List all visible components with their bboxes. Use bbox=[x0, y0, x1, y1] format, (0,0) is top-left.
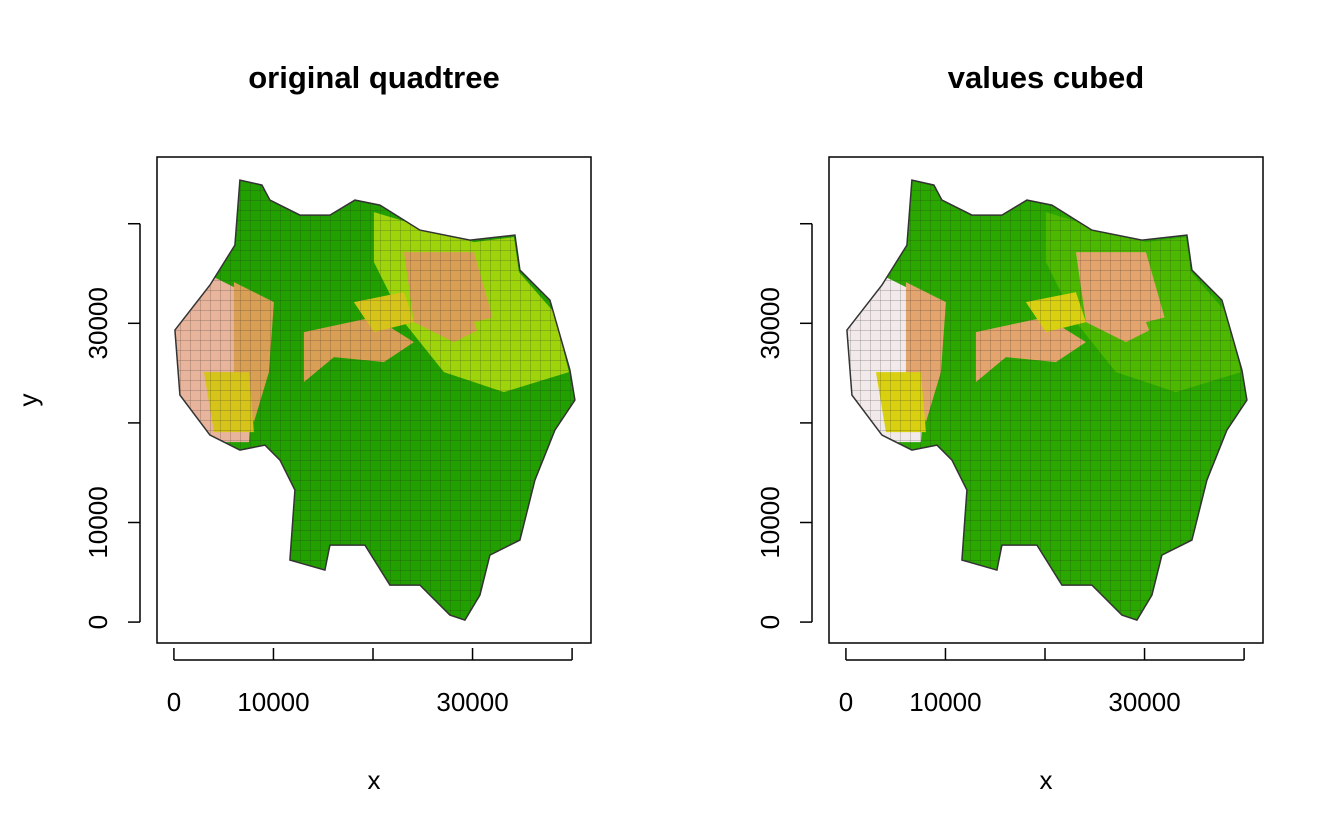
y-tick-label: 0 bbox=[83, 615, 113, 629]
y-axis-label: y bbox=[13, 394, 43, 407]
y-tick-label: 30000 bbox=[83, 287, 113, 359]
map bbox=[174, 180, 575, 621]
map-cells bbox=[846, 180, 1247, 621]
panel: original quadtree x y 0 10000 30000 0 10000 3000… bbox=[13, 60, 592, 795]
x-tick-label: 30000 bbox=[1108, 687, 1180, 717]
x-tick-label: 0 bbox=[167, 687, 181, 717]
x-axis-label: x bbox=[1040, 765, 1053, 795]
x-tick-label: 10000 bbox=[237, 687, 309, 717]
x-tick-label: 10000 bbox=[909, 687, 981, 717]
y-tick-label: 10000 bbox=[83, 486, 113, 558]
panel-title: values cubed bbox=[948, 60, 1144, 95]
plot-box bbox=[156, 156, 592, 644]
map bbox=[846, 180, 1247, 621]
y-tick-label: 10000 bbox=[755, 486, 785, 558]
map-cells bbox=[174, 180, 575, 621]
y-tick-label: 30000 bbox=[755, 287, 785, 359]
x-tick-label: 30000 bbox=[436, 687, 508, 717]
plot-box bbox=[828, 156, 1264, 644]
x-axis-label: x bbox=[368, 765, 381, 795]
y-tick-label: 0 bbox=[755, 615, 785, 629]
map-outline bbox=[846, 179, 1248, 621]
x-tick-label: 0 bbox=[839, 687, 853, 717]
panel: values cubedxy0100003000001000030000 bbox=[755, 60, 1264, 795]
panel-title: original quadtree bbox=[248, 60, 499, 95]
map-outline bbox=[174, 179, 576, 621]
